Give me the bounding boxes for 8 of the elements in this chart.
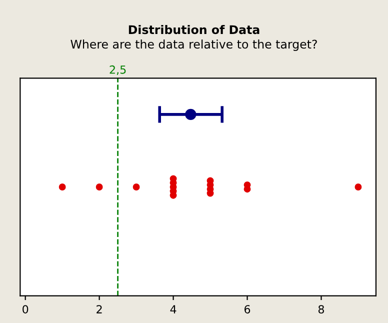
x-tick-label: 8 bbox=[318, 305, 324, 314]
x-tick-label: 6 bbox=[244, 305, 250, 314]
ref-line-label: 2,5 bbox=[110, 65, 126, 75]
x-tick-label: 0 bbox=[22, 305, 28, 314]
x-tick-label: 2 bbox=[96, 305, 102, 314]
chart-title: Distribution of Data bbox=[128, 24, 260, 34]
chart-subtitle: Where are the data relative to the target? bbox=[70, 40, 317, 51]
x-tick-label: 4 bbox=[170, 305, 176, 314]
